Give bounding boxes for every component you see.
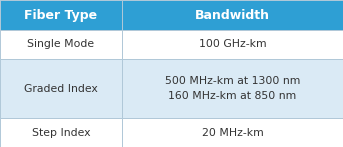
Text: 100 GHz-km: 100 GHz-km [199,39,266,50]
Bar [0,30,122,59]
Bar [0,118,122,147]
Bar [0,59,122,118]
Text: Bandwidth: Bandwidth [195,9,270,22]
Text: Single Mode: Single Mode [27,39,94,50]
Text: 20 MHz-km: 20 MHz-km [201,128,263,138]
Bar [122,118,343,147]
Text: Graded Index: Graded Index [24,83,98,94]
Bar [122,0,343,30]
Bar [0,0,122,30]
Text: Step Index: Step Index [32,128,90,138]
Text: 500 MHz-km at 1300 nm
160 MHz-km at 850 nm: 500 MHz-km at 1300 nm 160 MHz-km at 850 … [165,76,300,101]
Text: Fiber Type: Fiber Type [24,9,97,22]
Bar [122,30,343,59]
Bar [122,59,343,118]
